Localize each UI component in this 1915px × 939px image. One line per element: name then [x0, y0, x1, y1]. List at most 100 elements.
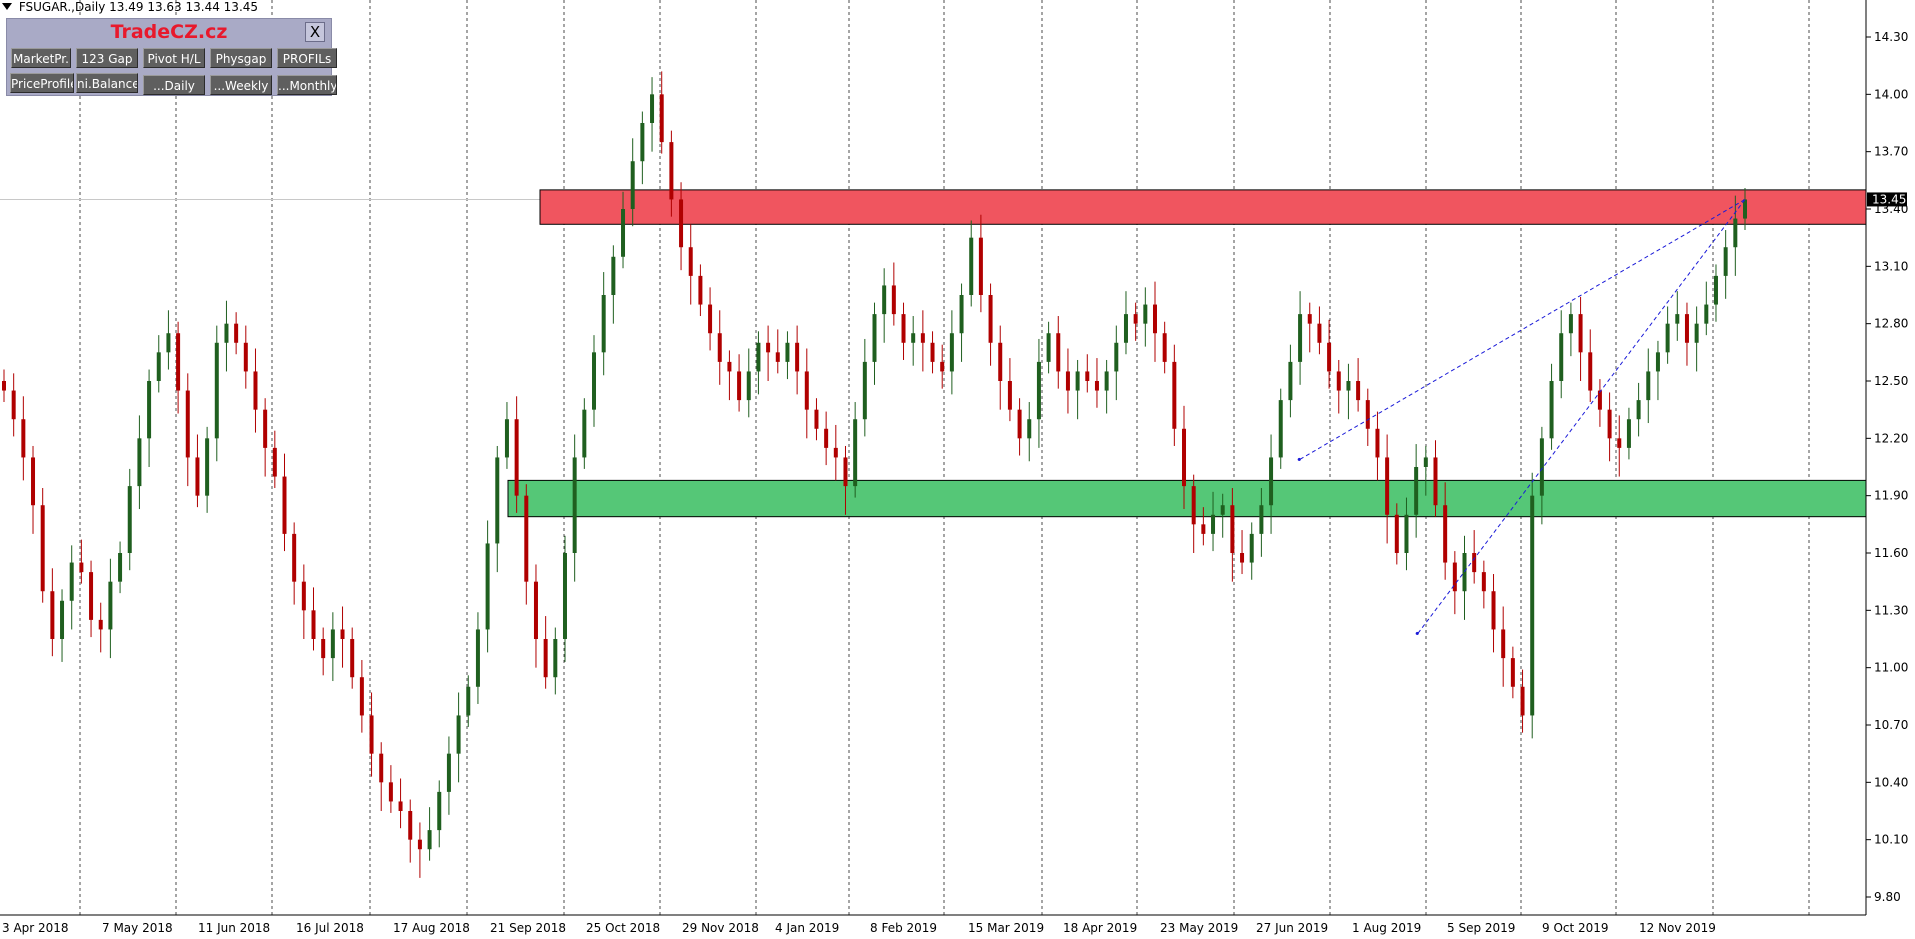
candle-body — [1394, 514, 1399, 553]
y-tick-label: 12.80 — [1874, 317, 1908, 331]
btn-physgap[interactable]: Physgap — [210, 48, 272, 68]
candle-body — [775, 352, 780, 362]
candle-body — [408, 811, 413, 840]
candle-body — [50, 591, 55, 639]
candle-body — [350, 639, 355, 678]
candle-body — [901, 314, 906, 343]
candle-body — [853, 419, 858, 487]
candle-body — [688, 247, 693, 276]
candle-body — [824, 428, 829, 448]
candle-body — [1230, 505, 1235, 553]
btn-weekly[interactable]: ...Weekly — [210, 75, 272, 95]
candle-body — [1433, 457, 1438, 506]
candle-body — [340, 629, 345, 639]
candle-body — [1665, 323, 1670, 353]
y-tick-label: 10.10 — [1874, 833, 1908, 847]
candle-body — [1743, 199, 1747, 219]
trendlines[interactable]: •• — [1296, 199, 1746, 640]
candle-body — [1626, 419, 1631, 448]
candle-body — [1162, 333, 1167, 362]
symbol-label: FSUGAR.,Daily — [18, 0, 106, 14]
candle-body — [1133, 314, 1138, 324]
candle-body — [582, 409, 587, 458]
candle-body — [737, 371, 742, 401]
candle-body — [988, 295, 993, 343]
candle-body — [456, 715, 461, 754]
candle-body — [1046, 333, 1051, 362]
y-tick-label: 13.70 — [1874, 145, 1908, 159]
candle-body — [746, 371, 751, 401]
btn-priceprofile[interactable]: PriceProfile — [10, 73, 74, 93]
candle-body — [427, 830, 432, 850]
candle-body — [727, 361, 732, 372]
btn-marketpr[interactable]: MarketPr. — [11, 48, 71, 68]
candle-body — [89, 572, 94, 620]
candle-body — [379, 753, 384, 783]
candle-body — [959, 295, 964, 334]
candle-body — [843, 457, 848, 487]
candle-body — [978, 237, 983, 295]
candle-body — [1385, 457, 1390, 515]
btn-monthly[interactable]: ...Monthly — [277, 75, 337, 95]
candle-body — [920, 333, 925, 343]
trendline — [1299, 199, 1746, 460]
candle-body — [592, 352, 597, 410]
candle-body — [1094, 381, 1099, 391]
candle-body — [437, 791, 442, 831]
btn-daily[interactable]: ...Daily — [143, 75, 205, 95]
candle-body — [785, 342, 790, 362]
candle-body — [1704, 304, 1709, 324]
candle-body — [1104, 371, 1109, 391]
trendline-anchor-marker: • — [1296, 453, 1303, 466]
candle-body — [1694, 323, 1699, 343]
candle-body — [1617, 438, 1622, 448]
y-tick-label: 13.10 — [1874, 259, 1908, 273]
btn-profils[interactable]: PROFILs — [277, 48, 337, 68]
candle-body — [1365, 400, 1370, 429]
candle-body — [1414, 467, 1419, 515]
candle-body — [108, 581, 113, 630]
candle-body — [1027, 419, 1032, 439]
candle-body — [949, 333, 954, 372]
candle-body — [1375, 428, 1380, 458]
candle-body — [205, 438, 210, 496]
candle-body — [969, 237, 974, 295]
candle-body — [882, 285, 887, 315]
candle-body — [60, 600, 65, 639]
candle-body — [1201, 524, 1206, 534]
btn-pivot-hl[interactable]: Pivot H/L — [143, 48, 205, 68]
candle-body — [1491, 591, 1496, 630]
candle-body — [1733, 218, 1738, 248]
candle-body — [1336, 371, 1341, 391]
candle-body — [1346, 381, 1351, 391]
dropdown-triangle-icon[interactable] — [2, 3, 12, 10]
ohlc-values: 13.49 13.63 13.44 13.45 — [109, 0, 259, 14]
candle-body — [533, 581, 538, 639]
candle-body — [1501, 629, 1506, 659]
tradecz-panel: TradeCZ.cz X MarketPr. 123 Gap Pivot H/L… — [6, 18, 337, 96]
candle-body — [1085, 371, 1090, 381]
trendline-anchor-marker: • — [1414, 627, 1421, 640]
candle-body — [708, 304, 713, 334]
candle-body — [1549, 381, 1554, 439]
x-tick-label: 8 Feb 2019 — [870, 921, 937, 935]
panel-close-button[interactable]: X — [305, 22, 325, 42]
candle-body — [69, 562, 74, 601]
candle-body — [1278, 400, 1283, 458]
candle-body — [659, 94, 664, 143]
candle-body — [1675, 314, 1680, 324]
candle-body — [1017, 409, 1022, 439]
candle-body — [495, 457, 500, 544]
btn-balance[interactable]: ni.Balance — [76, 73, 138, 93]
candle-body — [243, 342, 248, 372]
candle-body — [524, 495, 529, 582]
candle-body — [698, 275, 703, 305]
candle-body — [1172, 361, 1177, 429]
candle-body — [1607, 409, 1612, 439]
x-tick-label: 5 Sep 2019 — [1447, 921, 1515, 935]
candle-body — [185, 390, 190, 458]
candle-body — [1065, 371, 1070, 391]
candle-body — [147, 381, 152, 439]
btn-123gap[interactable]: 123 Gap — [76, 48, 138, 68]
